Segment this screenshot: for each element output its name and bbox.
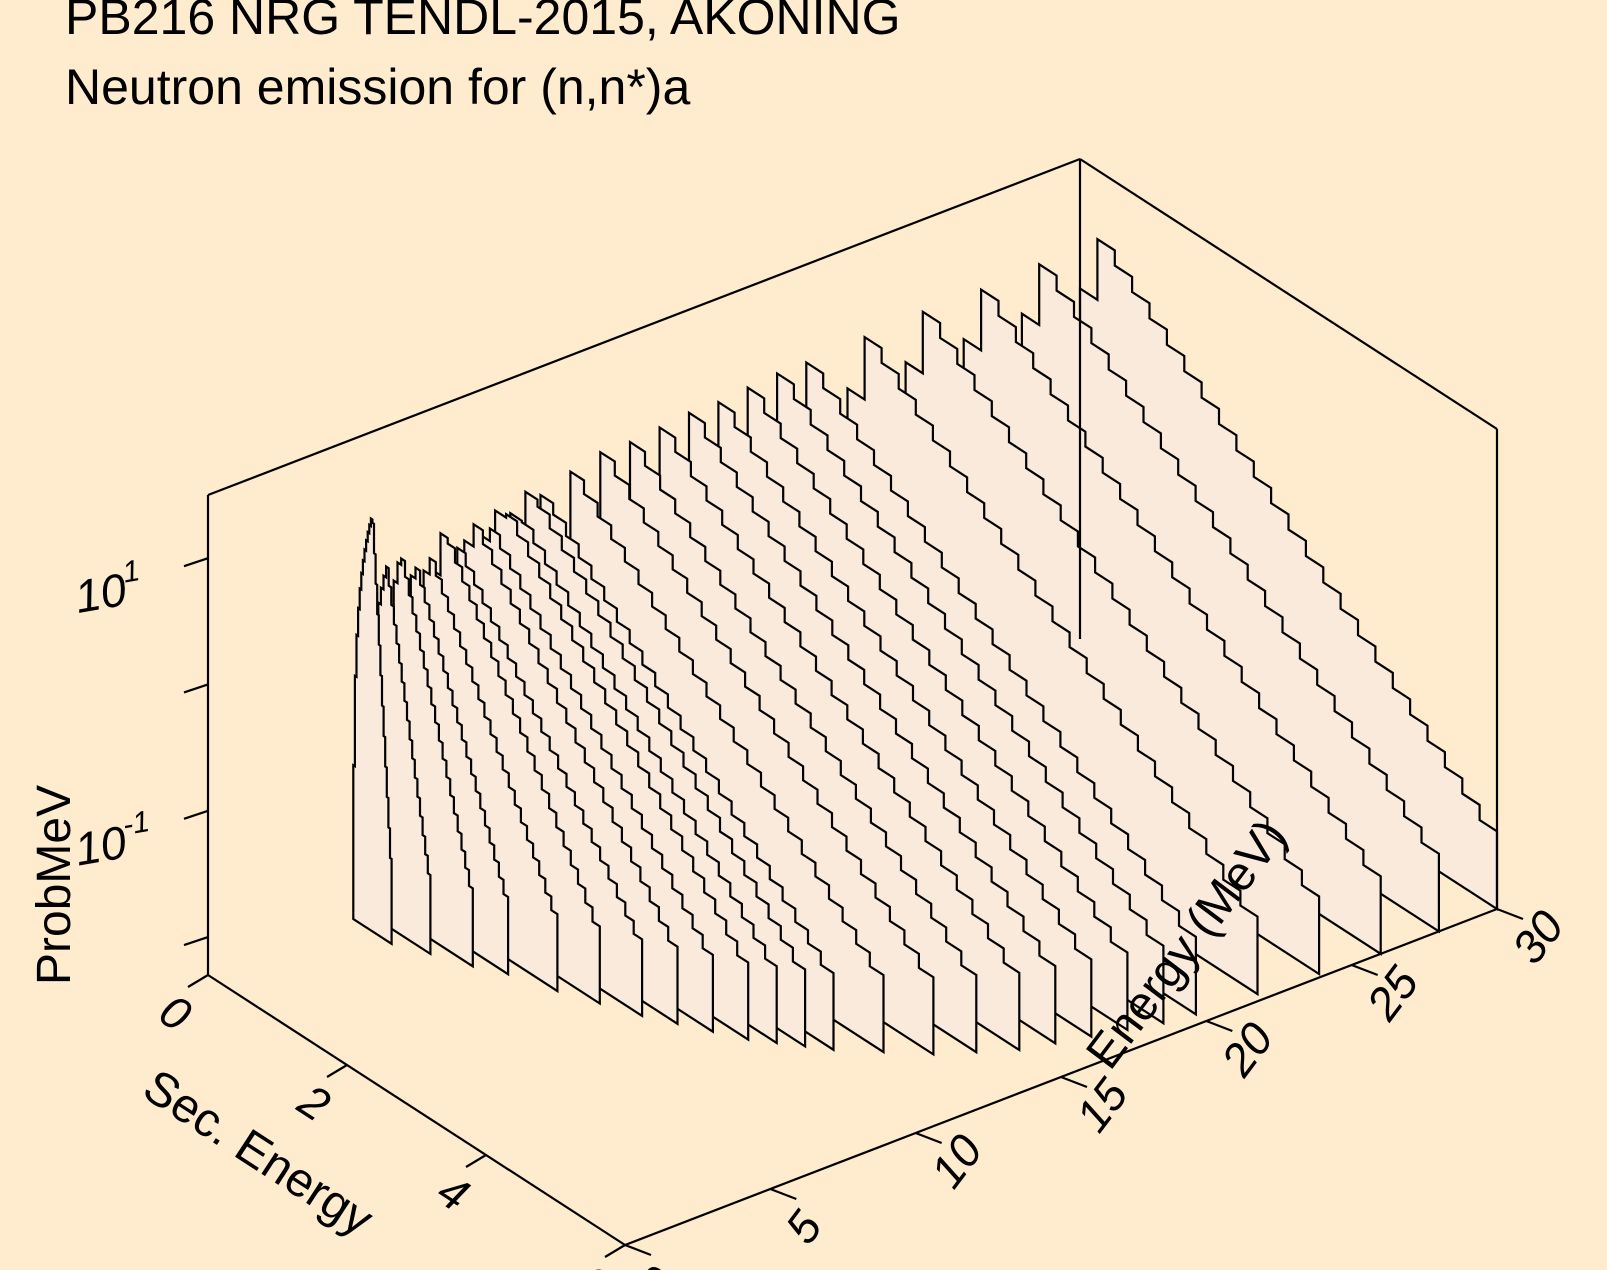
depth-tick-label: 10	[920, 1125, 993, 1197]
z-tick	[183, 809, 209, 820]
spectrum-trace	[642, 425, 1021, 1053]
spectrum-trace	[904, 309, 1321, 977]
spectrum-trace	[584, 450, 935, 1057]
depth-tick	[1060, 1075, 1088, 1089]
spectrum-trace	[613, 439, 978, 1055]
z-tick-label: 101	[70, 554, 147, 623]
spectrum-trace	[672, 410, 1057, 1046]
spectrum-trace	[555, 469, 885, 1055]
x-tick	[326, 1064, 348, 1078]
z-tick	[183, 683, 209, 694]
depth-tick-label: 20	[1210, 1013, 1283, 1086]
depth-tick-label: 25	[1356, 957, 1429, 1030]
x-tick-label: 4	[429, 1164, 479, 1222]
x-tick	[604, 1244, 626, 1258]
x-tick-label: 0	[151, 984, 201, 1042]
x-axis-line	[207, 974, 626, 1246]
z-tick-label: 10-1	[70, 805, 157, 876]
z-tick	[183, 936, 209, 947]
x-tick	[465, 1154, 487, 1168]
depth-tick-label: 30	[1501, 901, 1574, 973]
depth-tick-label: 0	[629, 1257, 686, 1270]
spectrum-trace	[962, 287, 1382, 956]
spectra-group	[352, 237, 1499, 1057]
x-axis-title: Sec. Energy	[134, 1060, 382, 1247]
depth-tick-label: 5	[775, 1201, 832, 1253]
x-tick-label: 2	[289, 1073, 340, 1131]
depth-tick-label: 15	[1065, 1069, 1138, 1141]
top-back-edge	[1079, 158, 1498, 430]
spectrum-trace	[846, 335, 1259, 997]
x-tick-label: 6	[568, 1254, 618, 1270]
depth-tick	[1496, 907, 1524, 921]
chart-title: PB216 NRG TENDL-2015, AKONING	[65, 0, 901, 45]
depth-tick	[624, 1243, 652, 1257]
z-axis-title: ProbMeV	[28, 785, 81, 985]
depth-tick	[1351, 963, 1379, 977]
depth-tick	[915, 1131, 943, 1145]
depth-tick	[769, 1187, 797, 1201]
x-tick	[187, 974, 209, 988]
chart-subtitle: Neutron emission for (n,n*)a	[65, 59, 690, 115]
spectrum-trace	[1020, 262, 1440, 934]
top-left-edge	[207, 157, 1081, 497]
depth-tick	[1205, 1019, 1233, 1033]
z-tick	[183, 557, 209, 568]
spectrum-trace	[759, 371, 1165, 1026]
spectrum-trace	[352, 516, 393, 946]
spectrum-trace	[1078, 237, 1499, 912]
spectrum-trace	[730, 385, 1129, 1032]
